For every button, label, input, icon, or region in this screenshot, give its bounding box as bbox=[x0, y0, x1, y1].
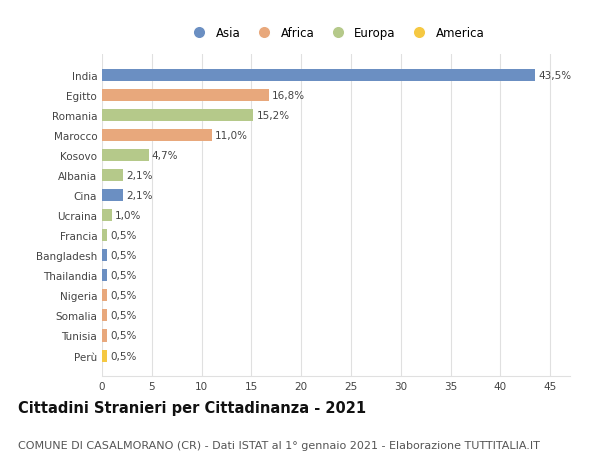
Text: 0,5%: 0,5% bbox=[110, 251, 136, 261]
Text: 43,5%: 43,5% bbox=[538, 71, 571, 81]
Bar bbox=[102, 330, 107, 342]
Bar bbox=[102, 290, 107, 302]
Text: 1,0%: 1,0% bbox=[115, 211, 142, 221]
Bar bbox=[102, 310, 107, 322]
Text: 2,1%: 2,1% bbox=[126, 171, 152, 181]
Bar bbox=[102, 250, 107, 262]
Bar bbox=[102, 170, 123, 182]
Bar bbox=[102, 350, 107, 362]
Bar bbox=[102, 190, 123, 202]
Text: 4,7%: 4,7% bbox=[152, 151, 178, 161]
Text: 0,5%: 0,5% bbox=[110, 231, 136, 241]
Bar bbox=[102, 270, 107, 282]
Bar bbox=[102, 230, 107, 242]
Text: 15,2%: 15,2% bbox=[256, 111, 289, 121]
Bar bbox=[102, 130, 212, 142]
Text: 16,8%: 16,8% bbox=[272, 91, 305, 101]
Text: COMUNE DI CASALMORANO (CR) - Dati ISTAT al 1° gennaio 2021 - Elaborazione TUTTIT: COMUNE DI CASALMORANO (CR) - Dati ISTAT … bbox=[18, 440, 540, 450]
Bar bbox=[102, 90, 269, 102]
Text: 0,5%: 0,5% bbox=[110, 291, 136, 301]
Text: 0,5%: 0,5% bbox=[110, 351, 136, 361]
Bar bbox=[102, 210, 112, 222]
Text: 2,1%: 2,1% bbox=[126, 191, 152, 201]
Text: 0,5%: 0,5% bbox=[110, 331, 136, 341]
Text: Cittadini Stranieri per Cittadinanza - 2021: Cittadini Stranieri per Cittadinanza - 2… bbox=[18, 400, 366, 415]
Bar bbox=[102, 150, 149, 162]
Legend: Asia, Africa, Europa, America: Asia, Africa, Europa, America bbox=[182, 22, 490, 45]
Text: 11,0%: 11,0% bbox=[215, 131, 248, 141]
Text: 0,5%: 0,5% bbox=[110, 271, 136, 281]
Bar bbox=[102, 70, 535, 82]
Text: 0,5%: 0,5% bbox=[110, 311, 136, 321]
Bar bbox=[102, 110, 253, 122]
